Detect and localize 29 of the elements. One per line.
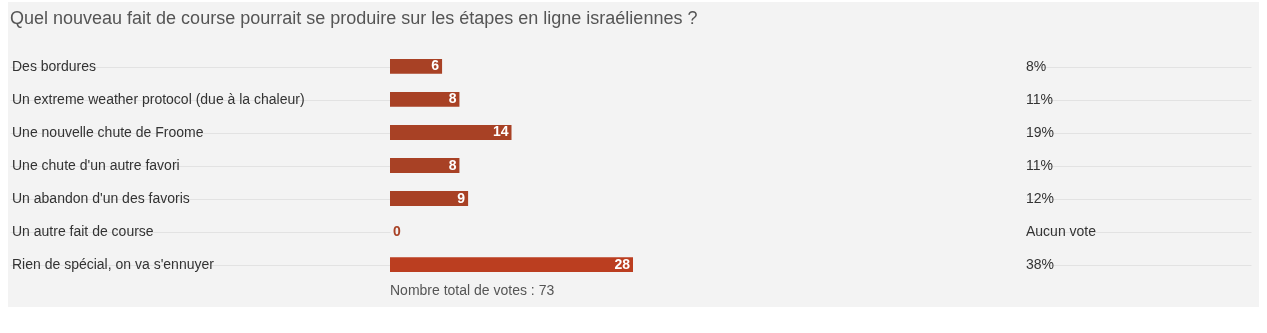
- data-label: 8: [448, 90, 457, 107]
- bar: [390, 58, 443, 74]
- y-tick-label: Un autre fait de course: [12, 222, 154, 239]
- bar: [390, 91, 460, 107]
- bar: [390, 125, 512, 140]
- text: Aucun vote: [1026, 222, 1097, 239]
- bar: [390, 191, 469, 206]
- chart-title: Quel nouveau fait de course pourrait se produire sur les étapes en ligne israéliennes ?: [10, 8, 698, 28]
- data-label: 28: [614, 255, 631, 272]
- text: 11%: [1026, 156, 1053, 173]
- y-tick-label: Une nouvelle chute de Froome: [12, 123, 204, 140]
- y-tick-label: Des bordures: [12, 57, 97, 74]
- bar: [390, 257, 633, 273]
- text: 11%: [1026, 90, 1053, 107]
- y-tick-label: Une chute d'un autre favori: [12, 156, 180, 173]
- data-label: 0: [393, 222, 401, 239]
- y-tick-label: Un abandon d'un des favoris: [12, 189, 190, 206]
- y-tick-label: Un extreme weather protocol (due à la chaleur): [12, 90, 305, 107]
- data-label: 8: [448, 156, 457, 173]
- text: 12%: [1026, 189, 1055, 206]
- y-tick-label: Rien de spécial, on va s'ennuyer: [12, 255, 215, 272]
- data-label: 14: [492, 123, 509, 140]
- bar: [390, 158, 460, 173]
- data-label: 9: [457, 189, 466, 206]
- text: 38%: [1026, 255, 1055, 272]
- annotation: Nombre total de votes : 73: [390, 282, 555, 298]
- text: 19%: [1026, 123, 1055, 140]
- text: 8%: [1026, 57, 1047, 74]
- data-label: 6: [431, 57, 440, 74]
